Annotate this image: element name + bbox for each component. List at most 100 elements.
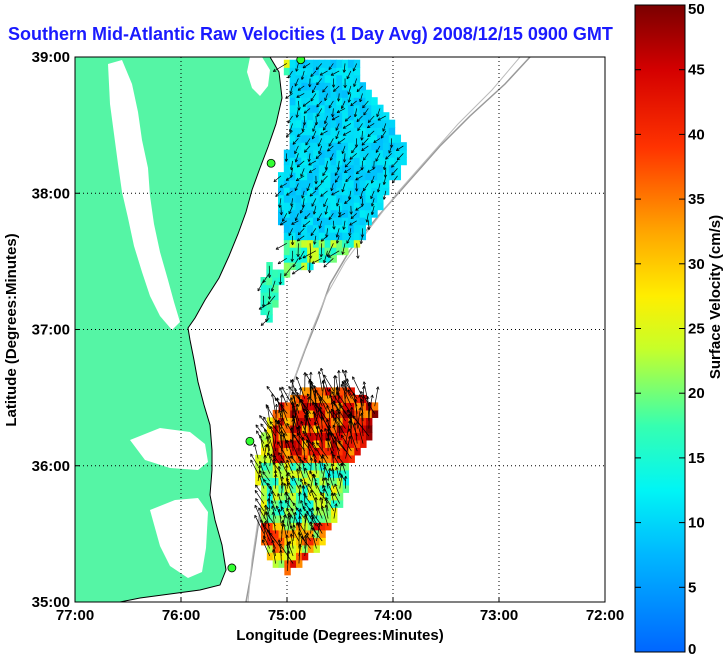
velocity-cell [377,104,384,113]
velocity-cell [330,454,338,463]
velocity-arrow-head [289,167,292,171]
velocity-arrow-head [299,425,302,429]
velocity-cell [342,142,349,151]
velocity-cell [371,119,378,128]
velocity-arrow-head [302,122,305,126]
velocity-arrow-head [291,271,294,275]
velocity-arrow-head [348,232,350,236]
velocity-arrow-head [346,76,350,80]
velocity-cell [312,209,320,218]
velocity-arrow-head [267,493,270,497]
velocity-arrow-head [348,196,350,200]
velocity-arrow [321,466,326,482]
velocity-arrow [265,511,276,527]
velocity-arrow-head [278,452,282,455]
velocity-cell [295,202,302,211]
velocity-cell [283,157,291,166]
velocity-cell [382,142,390,151]
velocity-arrow [322,485,329,497]
velocity-arrow-head [296,114,299,118]
velocity-arrow [288,205,293,215]
velocity-arrow-head [370,203,373,207]
velocity-arrow-head [299,257,302,260]
velocity-arrow [267,444,271,459]
velocity-arrow-head [312,534,315,537]
delaware-bay [247,57,270,96]
velocity-arrow-head [354,144,357,148]
velocity-arrow-head [322,380,325,384]
velocity-arrow-head [298,107,301,111]
velocity-cell [377,134,384,143]
velocity-cell [336,432,344,441]
velocity-cell [330,484,338,493]
velocity-cell [283,224,291,233]
velocity-arrow-head [271,491,273,495]
velocity-cell [371,179,378,188]
velocity-cell [313,537,320,546]
velocity-arrow-head [302,225,306,228]
velocity-cell [313,477,320,486]
velocity-arrow-head [320,240,325,242]
velocity-arrow-head [306,396,310,400]
velocity-arrow [383,190,387,200]
velocity-arrow [267,295,276,305]
velocity-arrow-head [314,122,317,126]
velocity-arrow [353,78,358,87]
velocity-cell [318,67,326,76]
velocity-arrow [302,198,305,208]
velocity-arrow-head [320,367,324,371]
velocity-arrow [377,183,381,193]
velocity-arrow-head [305,143,309,146]
velocity-cell [325,447,332,456]
velocity-cell [295,89,302,98]
velocity-cell [301,477,309,486]
velocity-arrow-head [296,68,299,72]
velocity-arrow-head [383,182,387,185]
velocity-arrow-head [341,462,345,466]
velocity-cell [325,522,332,531]
velocity-arrow [334,436,341,459]
velocity-arrow [322,168,328,176]
velocity-cell [284,514,291,523]
velocity-arrow-head [297,165,301,168]
velocity-arrow-head [324,504,327,508]
velocity-cell [347,224,355,233]
velocity-arrow-head [360,167,363,171]
velocity-cell [342,424,350,433]
velocity-cell [347,239,355,248]
velocity-cell [266,537,274,546]
velocity-arrow [302,220,311,228]
velocity-cell [255,454,262,463]
velocity-arrow-head [277,397,280,401]
velocity-arrow-head [367,227,370,231]
velocity-arrow [326,419,335,444]
velocity-arrow-head [292,502,296,505]
velocity-arrow-head [263,520,266,524]
velocity-arrow-head [254,514,258,518]
velocity-arrow-head [311,204,315,207]
velocity-arrow [359,93,363,103]
velocity-cell [330,164,337,173]
velocity-arrow [311,257,322,264]
velocity-cell [394,164,402,173]
velocity-arrow-head [267,274,270,278]
velocity-cell [318,209,326,218]
velocity-cell [278,499,285,508]
velocity-arrow [287,482,294,497]
velocity-arrow [271,490,276,504]
velocity-arrow [344,168,352,173]
velocity-arrow-head [339,212,342,216]
velocity-arrow-head [290,167,294,171]
velocity-cell [278,507,285,516]
velocity-arrow-head [322,488,325,492]
velocity-arrow-head [382,196,385,200]
velocity-arrow [287,70,293,79]
y-tick-label: 37:00 [32,322,70,339]
velocity-cell [290,544,297,553]
colorbar-tick-label: 45 [688,62,705,79]
velocity-arrow-head [292,475,296,478]
velocity-cell [318,247,326,256]
velocity-cell [330,59,337,68]
velocity-arrow-head [338,370,341,374]
y-tick-label: 38:00 [32,185,70,202]
